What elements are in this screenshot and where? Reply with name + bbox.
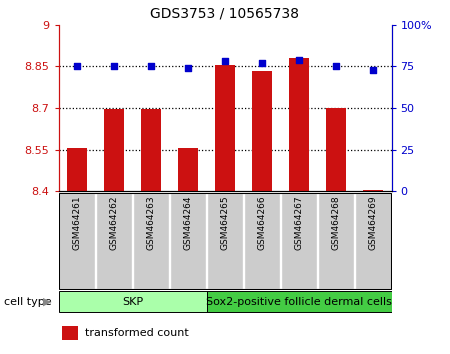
Point: [148, 64, 155, 69]
Point: [73, 64, 81, 69]
Text: cell type: cell type: [4, 297, 52, 307]
Point: [110, 64, 117, 69]
Point: [369, 67, 377, 73]
Point: [295, 57, 302, 63]
FancyBboxPatch shape: [281, 193, 317, 289]
FancyBboxPatch shape: [355, 193, 391, 289]
Bar: [252, 70, 272, 191]
FancyBboxPatch shape: [59, 193, 95, 289]
Bar: [215, 65, 235, 191]
FancyBboxPatch shape: [58, 291, 207, 312]
Text: GSM464267: GSM464267: [294, 195, 303, 250]
Title: GDS3753 / 10565738: GDS3753 / 10565738: [150, 7, 300, 21]
Text: GSM464266: GSM464266: [257, 195, 266, 250]
FancyBboxPatch shape: [96, 193, 132, 289]
FancyBboxPatch shape: [170, 193, 206, 289]
Point: [258, 60, 265, 66]
Point: [221, 58, 229, 64]
Text: GSM464268: GSM464268: [332, 195, 341, 250]
Text: GSM464261: GSM464261: [72, 195, 81, 250]
Text: transformed count: transformed count: [85, 328, 189, 338]
FancyBboxPatch shape: [207, 193, 243, 289]
Text: GSM464262: GSM464262: [109, 195, 118, 250]
Bar: [289, 58, 309, 191]
FancyBboxPatch shape: [207, 291, 392, 312]
Bar: [178, 148, 198, 191]
Bar: [104, 109, 124, 191]
Text: Sox2-positive follicle dermal cells: Sox2-positive follicle dermal cells: [206, 297, 392, 307]
Text: GSM464263: GSM464263: [147, 195, 156, 250]
Point: [333, 64, 340, 69]
FancyBboxPatch shape: [133, 193, 169, 289]
Text: ▶: ▶: [43, 297, 51, 307]
Text: GSM464264: GSM464264: [184, 195, 193, 250]
Bar: [141, 109, 161, 191]
FancyBboxPatch shape: [244, 193, 280, 289]
Point: [184, 65, 192, 71]
Text: GSM464265: GSM464265: [220, 195, 230, 250]
Text: SKP: SKP: [122, 297, 143, 307]
Bar: [326, 108, 346, 191]
Bar: [67, 148, 87, 191]
Bar: [363, 190, 383, 191]
FancyBboxPatch shape: [318, 193, 354, 289]
Text: GSM464269: GSM464269: [369, 195, 378, 250]
Bar: [62, 326, 78, 340]
